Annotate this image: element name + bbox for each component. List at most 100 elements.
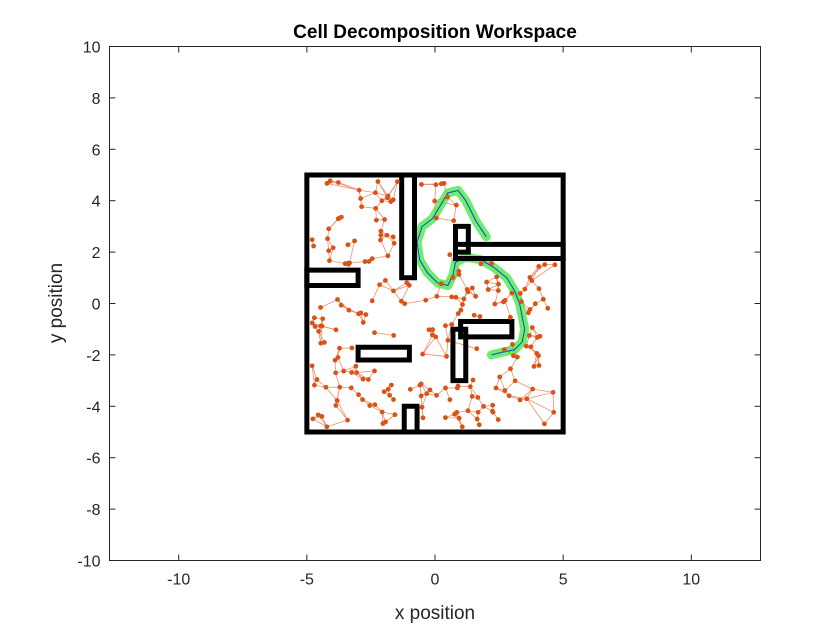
roadmap-node [481, 403, 486, 409]
roadmap-node [528, 344, 534, 350]
roadmap-node [540, 296, 546, 302]
roadmap-node [506, 393, 512, 399]
roadmap-node [311, 315, 317, 321]
roadmap-node [452, 411, 457, 417]
roadmap-node [485, 287, 491, 292]
roadmap-node [335, 355, 341, 360]
y-tick-label: -2 [86, 348, 100, 365]
y-axis-label: y position [46, 263, 67, 343]
roadmap-node [460, 302, 465, 307]
x-axis-label: x position [395, 603, 475, 624]
roadmap-node [495, 417, 501, 423]
roadmap-edge [434, 184, 437, 202]
roadmap-node [366, 259, 372, 264]
roadmap-node [360, 320, 366, 325]
roadmap-node [552, 262, 558, 268]
roadmap-node [542, 421, 547, 427]
roadmap-edge [467, 396, 473, 411]
roadmap-node [449, 322, 455, 327]
roadmap-node [378, 232, 384, 238]
roadmap-edge [514, 380, 533, 390]
roadmap-node [427, 387, 433, 393]
roadmap-node [512, 378, 518, 384]
roadmap-edge [320, 326, 323, 344]
roadmap-node [420, 415, 426, 421]
roadmap-node [310, 416, 316, 422]
roadmap-edge [422, 336, 437, 355]
wall-boundary [304, 172, 566, 435]
roadmap-node [326, 226, 332, 232]
roadmap-node [458, 307, 464, 313]
roadmap-node [402, 301, 408, 307]
roadmap-edge [335, 405, 348, 421]
roadmap-node [321, 340, 327, 345]
roadmap-edge [526, 398, 554, 413]
roadmap-node [550, 389, 556, 395]
roadmap-node [522, 286, 528, 292]
roadmap-node [450, 275, 456, 280]
roadmap-node [375, 179, 381, 184]
roadmap-node [495, 288, 501, 293]
x-tick-label: 10 [682, 572, 700, 589]
roadmap-node [338, 302, 344, 308]
roadmap-node [333, 370, 339, 376]
roadmap-node [451, 218, 457, 224]
roadmap-node [532, 301, 538, 307]
roadmap-edge [325, 386, 338, 401]
roadmap-node [475, 395, 481, 400]
roadmap-node [523, 343, 529, 349]
roadmap-node [455, 383, 461, 389]
roadmap-node [324, 181, 330, 186]
roadmap-node [349, 370, 355, 375]
roadmap-node [459, 424, 465, 430]
chart-title: Cell Decomposition Workspace [293, 22, 577, 43]
roadmap-node [444, 194, 450, 200]
roadmap-node [337, 384, 343, 390]
roadmap-node [327, 178, 333, 184]
roadmap-node [385, 386, 391, 392]
roadmap-node [447, 397, 453, 403]
roadmap-node [473, 293, 479, 299]
roadmap-node [478, 261, 484, 267]
roadmap-node [356, 187, 362, 193]
roadmap-edge [326, 419, 348, 428]
roadmap-node [309, 237, 315, 243]
roadmap-edge [422, 353, 447, 357]
roadmap-node [534, 350, 540, 356]
roadmap-node [536, 264, 542, 269]
roadmap-node [356, 311, 362, 317]
y-tick-label: 10 [83, 40, 101, 57]
roadmap-node [420, 351, 426, 357]
roadmap-node [319, 414, 325, 419]
roadmap-node [390, 234, 396, 240]
roadmap-node [390, 197, 396, 203]
roadmap-node [496, 281, 501, 287]
wall-small-block [453, 223, 471, 255]
roadmap-node [383, 278, 388, 283]
roadmap-node [433, 334, 439, 340]
roadmap-node [382, 217, 388, 222]
roadmap-edge [531, 264, 556, 281]
roadmap-edge [552, 392, 555, 413]
roadmap-node [419, 182, 424, 187]
wall-mid-bar [355, 344, 412, 363]
roadmap-node [447, 252, 453, 258]
roadmap-node [509, 290, 515, 296]
roadmap-node [438, 281, 444, 287]
roadmap-node [349, 345, 355, 351]
x-tick-label: 0 [431, 572, 440, 589]
roadmap-node [497, 374, 503, 380]
wall-vertical-bar [450, 326, 469, 384]
roadmap-node [385, 195, 390, 201]
roadmap-node [449, 294, 455, 300]
x-tick-label: -10 [167, 572, 190, 589]
roadmap-node [381, 389, 387, 395]
roadmap-node [362, 259, 368, 264]
roadmap-edge [422, 334, 433, 355]
roadmap-node [315, 412, 321, 418]
wall-horizontal-bar [458, 318, 515, 340]
roadmap-node [490, 409, 496, 415]
y-tick-label: 0 [92, 297, 101, 314]
roadmap-node [471, 312, 477, 318]
roadmap-edge [374, 332, 394, 336]
